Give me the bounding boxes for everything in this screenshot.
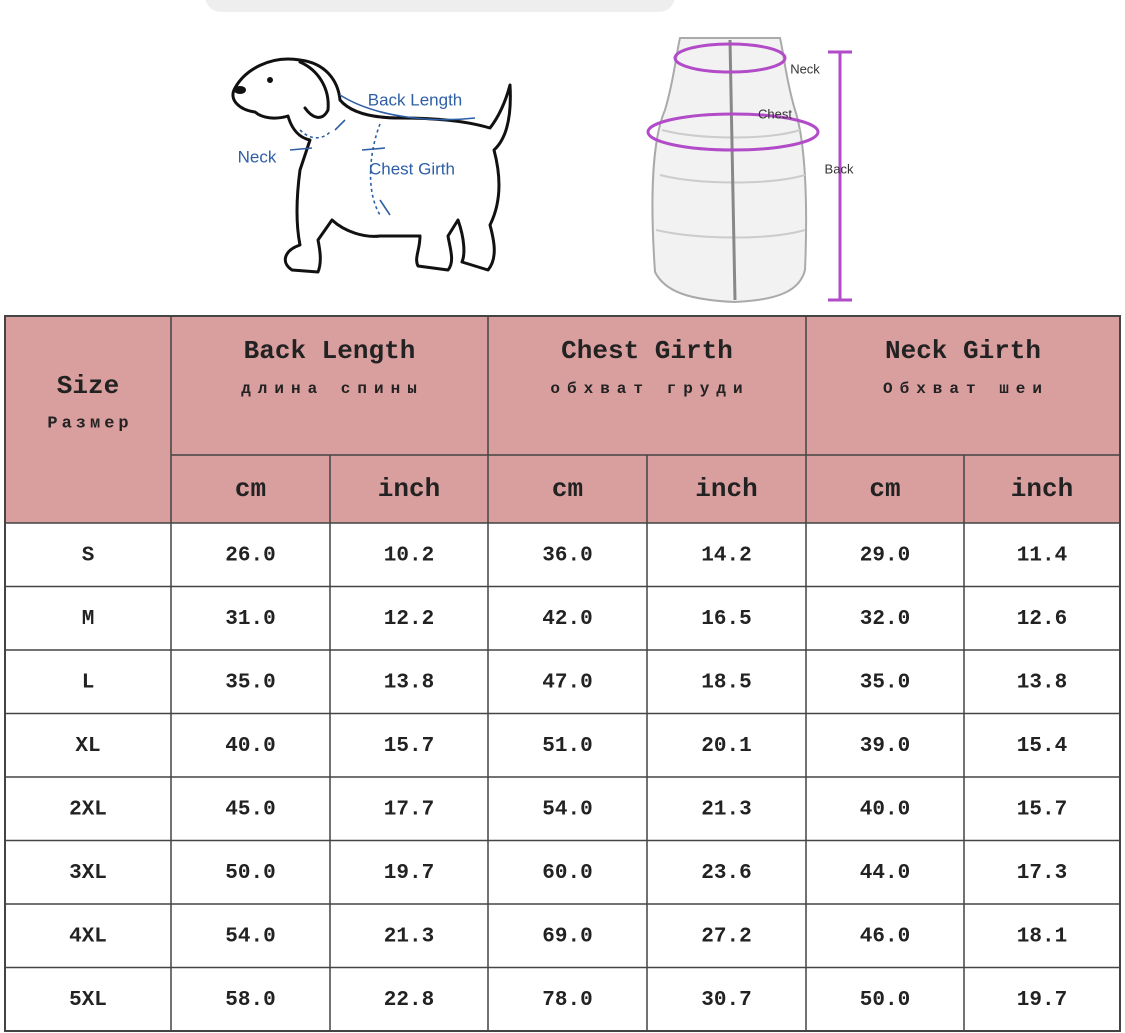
- dog-chest-girth-label: Chest Girth: [369, 159, 455, 178]
- unit-header: cm: [869, 474, 900, 504]
- size-cell: 2XL: [69, 798, 107, 821]
- measure-cell: 27.2: [701, 925, 751, 948]
- measure-cell: 22.8: [384, 989, 434, 1012]
- measure-cell: 15.4: [1017, 735, 1067, 758]
- unit-header: cm: [552, 474, 583, 504]
- unit-header: cm: [235, 474, 266, 504]
- measure-cell: 21.3: [701, 798, 751, 821]
- dog-neck-label: Neck: [238, 147, 277, 166]
- measure-cell: 20.1: [701, 735, 751, 758]
- measure-cell: 15.7: [1017, 798, 1067, 821]
- measure-cell: 14.2: [701, 544, 751, 567]
- measure-cell: 30.7: [701, 989, 751, 1012]
- measure-cell: 21.3: [384, 925, 434, 948]
- measure-cell: 16.5: [701, 608, 751, 631]
- measure-cell: 42.0: [542, 608, 592, 631]
- size-cell: L: [82, 671, 95, 694]
- measure-cell: 50.0: [860, 989, 910, 1012]
- measure-cell: 17.7: [384, 798, 434, 821]
- size-cell: 5XL: [69, 989, 107, 1012]
- measure-cell: 13.8: [1017, 671, 1067, 694]
- vest-neck-label: Neck: [790, 61, 820, 76]
- measure-cell: 31.0: [225, 608, 275, 631]
- measure-cell: 54.0: [542, 798, 592, 821]
- measure-cell: 44.0: [860, 862, 910, 885]
- measure-cell: 18.1: [1017, 925, 1067, 948]
- top-bar: [205, 0, 675, 12]
- measure-cell: 26.0: [225, 544, 275, 567]
- group-header-ru: длина спины: [241, 380, 424, 398]
- measure-cell: 47.0: [542, 671, 592, 694]
- size-header-ru: Размер: [47, 414, 132, 433]
- measure-cell: 36.0: [542, 544, 592, 567]
- measure-cell: 51.0: [542, 735, 592, 758]
- size-cell: S: [82, 544, 95, 567]
- measure-cell: 12.2: [384, 608, 434, 631]
- header-background: [5, 316, 1120, 523]
- measure-cell: 40.0: [225, 735, 275, 758]
- size-cell: XL: [75, 735, 100, 758]
- measure-cell: 19.7: [384, 862, 434, 885]
- table-border: [4, 315, 1121, 1032]
- size-header: Size: [57, 371, 119, 401]
- measure-cell: 29.0: [860, 544, 910, 567]
- measure-cell: 10.2: [384, 544, 434, 567]
- measure-cell: 69.0: [542, 925, 592, 948]
- measure-cell: 23.6: [701, 862, 751, 885]
- group-header: Back Length: [244, 336, 416, 366]
- measure-cell: 78.0: [542, 989, 592, 1012]
- measure-cell: 11.4: [1017, 544, 1067, 567]
- vest-illustration: Neck Chest Back: [646, 37, 854, 304]
- dog-illustration: Back Length Neck Chest Girth: [231, 57, 512, 274]
- measure-cell: 12.6: [1017, 608, 1067, 631]
- measure-cell: 58.0: [225, 989, 275, 1012]
- measure-cell: 17.3: [1017, 862, 1067, 885]
- unit-header: inch: [695, 474, 757, 504]
- unit-header: inch: [1011, 474, 1073, 504]
- vest-chest-label: Chest: [758, 106, 792, 121]
- measure-cell: 35.0: [225, 671, 275, 694]
- dog-back-length-label: Back Length: [368, 90, 463, 109]
- measure-cell: 15.7: [384, 735, 434, 758]
- measure-cell: 35.0: [860, 671, 910, 694]
- measure-cell: 54.0: [225, 925, 275, 948]
- size-cell: M: [82, 608, 95, 631]
- group-header-ru: обхват груди: [550, 380, 749, 398]
- unit-header: inch: [378, 474, 440, 504]
- size-cell: 3XL: [69, 862, 107, 885]
- group-header-ru: Обхват шеи: [883, 380, 1049, 398]
- measure-cell: 60.0: [542, 862, 592, 885]
- size-cell: 4XL: [69, 925, 107, 948]
- group-header: Chest Girth: [561, 336, 733, 366]
- measure-cell: 40.0: [860, 798, 910, 821]
- vest-back-label: Back: [825, 161, 854, 176]
- measure-cell: 45.0: [225, 798, 275, 821]
- measure-cell: 19.7: [1017, 989, 1067, 1012]
- measure-cell: 50.0: [225, 862, 275, 885]
- measure-cell: 32.0: [860, 608, 910, 631]
- measure-cell: 46.0: [860, 925, 910, 948]
- measure-cell: 18.5: [701, 671, 751, 694]
- measure-cell: 13.8: [384, 671, 434, 694]
- group-header: Neck Girth: [885, 336, 1041, 366]
- measure-cell: 39.0: [860, 735, 910, 758]
- size-table: Size Размер Back Length длина спины Chest Gi…: [4, 315, 1121, 1032]
